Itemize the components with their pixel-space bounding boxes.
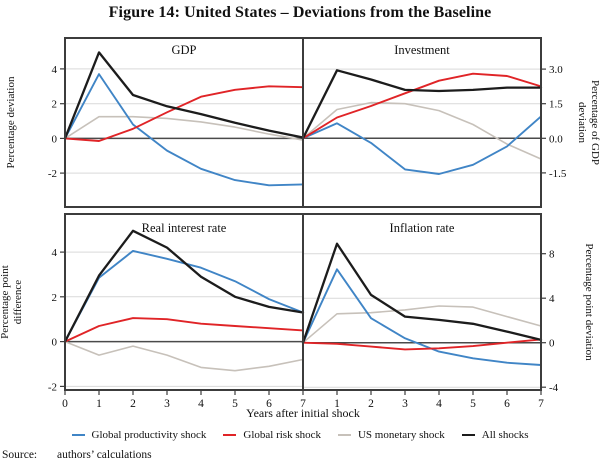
legend-dash-icon [223,434,237,436]
panel-title: Real interest rate [142,221,227,235]
legend-item-all: All shocks [461,429,529,441]
y-axis-label-gdp: Percentage deviation [5,76,17,168]
y-tick-label: -4 [549,382,559,394]
panel-real-interest-rate: 4 2 0 -2 0 1 2 3 4 5 6 7 Real interest rate Percentag… [0,213,306,410]
legend-label: Global risk shock [243,429,321,441]
y-axis-label-investment: Percentage of GDPdeviation [576,80,600,165]
series-line-risk [64,317,304,343]
panel-gdp: 4 2 0 -2 GDP Percentage deviation [5,37,305,208]
x-tick-label: 7 [538,398,544,410]
series-line-productivity [64,73,304,187]
series-line-all [63,229,305,343]
x-tick-label: 1 [96,398,102,410]
deviations-chart: 4 2 0 -2 GDP Percentage deviation 3.0 1.5 0.0 -1.… [0,37,600,420]
legend-item-monetary: US monetary shock [337,429,445,441]
legend-dash-icon [461,434,475,436]
panel-title: Investment [394,43,450,57]
x-tick-label: 3 [402,398,408,410]
series-line-monetary [302,305,542,344]
x-tick-label: 4 [436,398,442,410]
figure-title: Figure 14: United States – Deviations fr… [108,4,492,21]
y-tick-label: 4 [549,293,555,305]
y-tick-label: -2 [48,381,57,393]
source-line: Source: authors’ calculations [2,449,152,461]
legend-label: US monetary shock [357,429,445,441]
x-tick-label: 0 [62,398,68,410]
x-tick-label: 5 [470,398,476,410]
y-tick-label: 0 [549,338,555,350]
panel-border [64,37,304,208]
legend-item-risk: Global risk shock [223,429,321,441]
y-tick-label: 3.0 [549,64,563,76]
x-tick-label: 6 [504,398,510,410]
x-tick-label: 2 [368,398,374,410]
x-tick-label: 6 [266,398,272,410]
y-tick-label: 8 [549,249,555,261]
y-axis-label-real-interest-rate: Percentage pointdifference [0,265,24,339]
series-line-productivity [302,115,542,175]
y-tick-label: 1.5 [549,99,563,111]
series-line-monetary [64,115,304,141]
series-line-all [63,51,305,140]
y-tick-label: 4 [52,64,58,76]
legend-label: All shocks [481,429,529,441]
legend-label: Global productivity shock [91,429,207,441]
x-axis-label: Years after initial shock [246,406,360,420]
y-tick-label: 4 [52,247,58,259]
series-line-risk [302,72,542,140]
series-line-all [301,69,543,140]
x-tick-label: 3 [164,398,170,410]
x-tick-label: 7 [300,398,306,410]
legend-item-productivity: Global productivity shock [71,429,207,441]
x-tick-label: 4 [198,398,204,410]
panel-title: Inflation rate [390,221,455,235]
x-tick-label: 2 [130,398,136,410]
series-line-all [301,242,543,344]
series-line-risk [302,338,542,351]
y-tick-label: 0.0 [549,133,563,145]
y-tick-label: -1.5 [549,168,567,180]
panel-inflation-rate: 8 4 0 -4 1 2 3 4 5 6 7 Inflation rate Percentage poi… [301,213,595,410]
chart-legend: Global productivity shock Global risk sho… [0,429,600,441]
y-tick-label: -2 [48,168,57,180]
legend-dash-icon [71,434,85,436]
y-tick-label: 0 [52,337,58,349]
panel-border [302,213,542,391]
series-line-productivity [302,268,542,366]
x-tick-label: 5 [232,398,238,410]
x-tick-label: 1 [334,398,340,410]
y-axis-label-inflation-rate: Percentage point deviation [583,243,595,361]
panel-border [302,37,542,208]
series-line-risk [64,85,304,142]
y-tick-label: 2 [52,292,58,304]
series-line-monetary [302,101,542,160]
y-tick-label: 2 [52,99,58,111]
source-label: Source: [2,449,38,461]
legend-dash-icon [337,434,351,436]
panel-investment: 3.0 1.5 0.0 -1.5 Investment Percentage of GDP… [301,37,600,208]
source-text: authors’ calculations [57,449,152,461]
y-tick-label: 0 [52,133,58,145]
panel-title: GDP [171,43,196,57]
series-line-monetary [64,340,304,372]
panel-border [64,213,304,391]
